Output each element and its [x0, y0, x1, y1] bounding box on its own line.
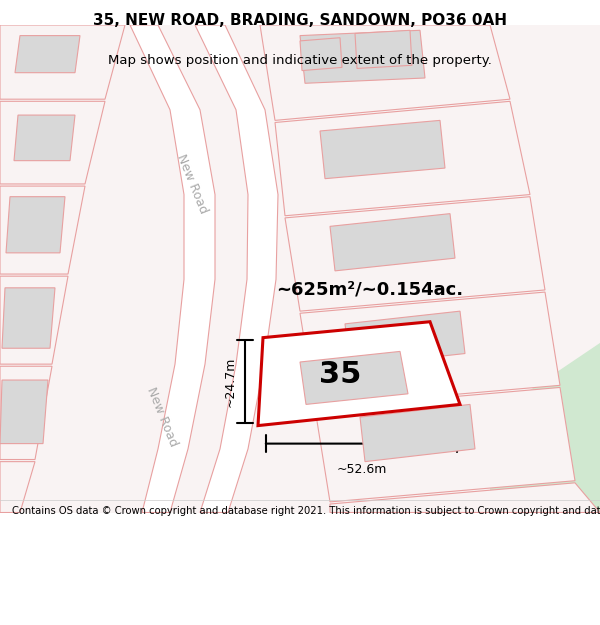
Polygon shape — [15, 36, 80, 72]
Polygon shape — [0, 25, 125, 99]
Text: ~625m²/~0.154ac.: ~625m²/~0.154ac. — [277, 281, 464, 299]
Text: ~24.7m: ~24.7m — [223, 356, 236, 407]
Text: ~52.6m: ~52.6m — [337, 462, 386, 476]
Polygon shape — [300, 351, 408, 404]
Polygon shape — [320, 121, 445, 179]
Polygon shape — [330, 483, 600, 512]
Polygon shape — [360, 404, 475, 462]
Polygon shape — [195, 25, 278, 512]
Polygon shape — [300, 292, 560, 406]
Polygon shape — [2, 288, 55, 348]
Text: 35, NEW ROAD, BRADING, SANDOWN, PO36 0AH: 35, NEW ROAD, BRADING, SANDOWN, PO36 0AH — [93, 12, 507, 28]
Polygon shape — [300, 38, 342, 71]
Polygon shape — [0, 101, 105, 184]
Text: New Road: New Road — [174, 152, 210, 216]
Polygon shape — [6, 197, 65, 253]
Polygon shape — [300, 30, 425, 83]
Polygon shape — [0, 366, 52, 459]
Text: New Road: New Road — [144, 386, 180, 449]
Polygon shape — [315, 388, 575, 502]
Polygon shape — [14, 115, 75, 161]
Text: 35: 35 — [319, 360, 361, 389]
Polygon shape — [345, 311, 465, 366]
Polygon shape — [275, 101, 530, 216]
Text: Contains OS data © Crown copyright and database right 2021. This information is : Contains OS data © Crown copyright and d… — [12, 506, 600, 516]
Text: Map shows position and indicative extent of the property.: Map shows position and indicative extent… — [108, 54, 492, 68]
Polygon shape — [330, 214, 455, 271]
Polygon shape — [0, 462, 35, 512]
Polygon shape — [285, 197, 545, 311]
Polygon shape — [0, 380, 48, 444]
Polygon shape — [130, 25, 215, 512]
Polygon shape — [0, 186, 85, 274]
Polygon shape — [0, 25, 600, 512]
Polygon shape — [0, 276, 68, 364]
Polygon shape — [490, 343, 600, 512]
Polygon shape — [260, 25, 510, 121]
Polygon shape — [355, 30, 412, 69]
Polygon shape — [258, 322, 460, 426]
